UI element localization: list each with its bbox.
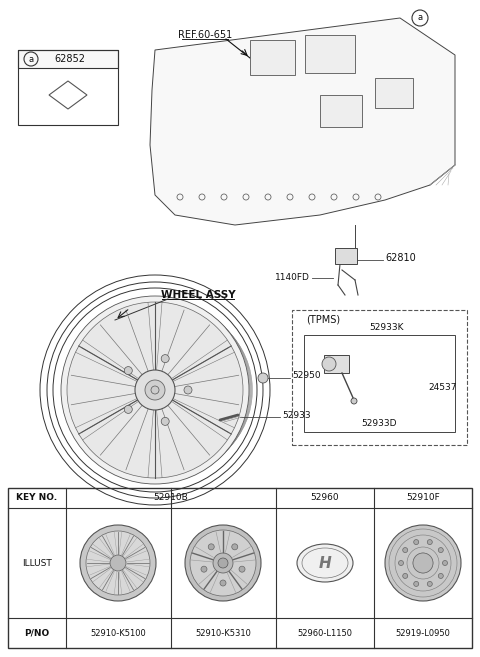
- Text: H: H: [319, 556, 331, 570]
- Circle shape: [414, 539, 419, 545]
- Circle shape: [403, 547, 408, 553]
- Text: REF.60-651: REF.60-651: [178, 30, 232, 40]
- Circle shape: [201, 566, 207, 572]
- Circle shape: [110, 555, 126, 571]
- Bar: [324, 355, 349, 373]
- Circle shape: [86, 531, 150, 595]
- Text: 52933K: 52933K: [370, 323, 404, 332]
- Text: 52950: 52950: [292, 371, 321, 380]
- Circle shape: [351, 398, 357, 404]
- Text: 52960-L1150: 52960-L1150: [298, 629, 352, 637]
- Text: (TPMS): (TPMS): [306, 315, 340, 325]
- Text: 62852: 62852: [55, 54, 85, 64]
- Text: KEY NO.: KEY NO.: [16, 493, 58, 503]
- Circle shape: [232, 544, 238, 550]
- Text: 52910B: 52910B: [154, 493, 188, 503]
- Bar: [304, 335, 455, 432]
- Text: 52910-K5100: 52910-K5100: [90, 629, 146, 637]
- Circle shape: [213, 553, 233, 573]
- Polygon shape: [150, 18, 455, 225]
- Circle shape: [413, 553, 433, 573]
- Circle shape: [403, 574, 408, 578]
- Text: 52919-L0950: 52919-L0950: [396, 629, 450, 637]
- Circle shape: [398, 560, 404, 566]
- Text: 24537: 24537: [429, 382, 457, 392]
- Text: a: a: [28, 55, 34, 64]
- Circle shape: [427, 581, 432, 587]
- Text: WHEEL ASSY: WHEEL ASSY: [161, 290, 235, 300]
- Circle shape: [218, 558, 228, 568]
- Circle shape: [414, 581, 419, 587]
- Bar: [292, 310, 467, 445]
- Bar: [8, 488, 472, 648]
- Circle shape: [135, 370, 175, 410]
- Text: 52910-K5310: 52910-K5310: [195, 629, 251, 637]
- Circle shape: [161, 355, 169, 363]
- Ellipse shape: [61, 296, 249, 484]
- Text: a: a: [418, 14, 422, 22]
- Circle shape: [258, 373, 268, 383]
- Ellipse shape: [297, 544, 353, 582]
- Bar: [18, 50, 118, 68]
- Circle shape: [190, 530, 256, 596]
- Bar: [250, 40, 295, 75]
- Text: 52933D: 52933D: [361, 420, 397, 428]
- Circle shape: [220, 580, 226, 586]
- Circle shape: [208, 544, 214, 550]
- Circle shape: [151, 386, 159, 394]
- Circle shape: [438, 574, 444, 578]
- Circle shape: [67, 302, 243, 478]
- Circle shape: [145, 380, 165, 400]
- Circle shape: [124, 405, 132, 413]
- Circle shape: [161, 417, 169, 425]
- Text: 1140FD: 1140FD: [275, 273, 310, 283]
- Text: 52910F: 52910F: [406, 493, 440, 503]
- Circle shape: [427, 539, 432, 545]
- Circle shape: [184, 386, 192, 394]
- Text: 52960: 52960: [311, 493, 339, 503]
- Bar: [305, 35, 355, 73]
- Text: P/NO: P/NO: [24, 629, 49, 637]
- Circle shape: [124, 367, 132, 374]
- Circle shape: [239, 566, 245, 572]
- Bar: [18, 50, 118, 125]
- Text: 62810: 62810: [385, 253, 416, 263]
- Bar: [335, 248, 357, 264]
- Bar: [375, 78, 413, 108]
- Text: ILLUST: ILLUST: [22, 558, 52, 568]
- Circle shape: [80, 525, 156, 601]
- Circle shape: [443, 560, 447, 566]
- Circle shape: [385, 525, 461, 601]
- Bar: [320, 95, 362, 127]
- Circle shape: [185, 525, 261, 601]
- Circle shape: [322, 357, 336, 371]
- Circle shape: [438, 547, 444, 553]
- Text: 52933: 52933: [282, 411, 311, 420]
